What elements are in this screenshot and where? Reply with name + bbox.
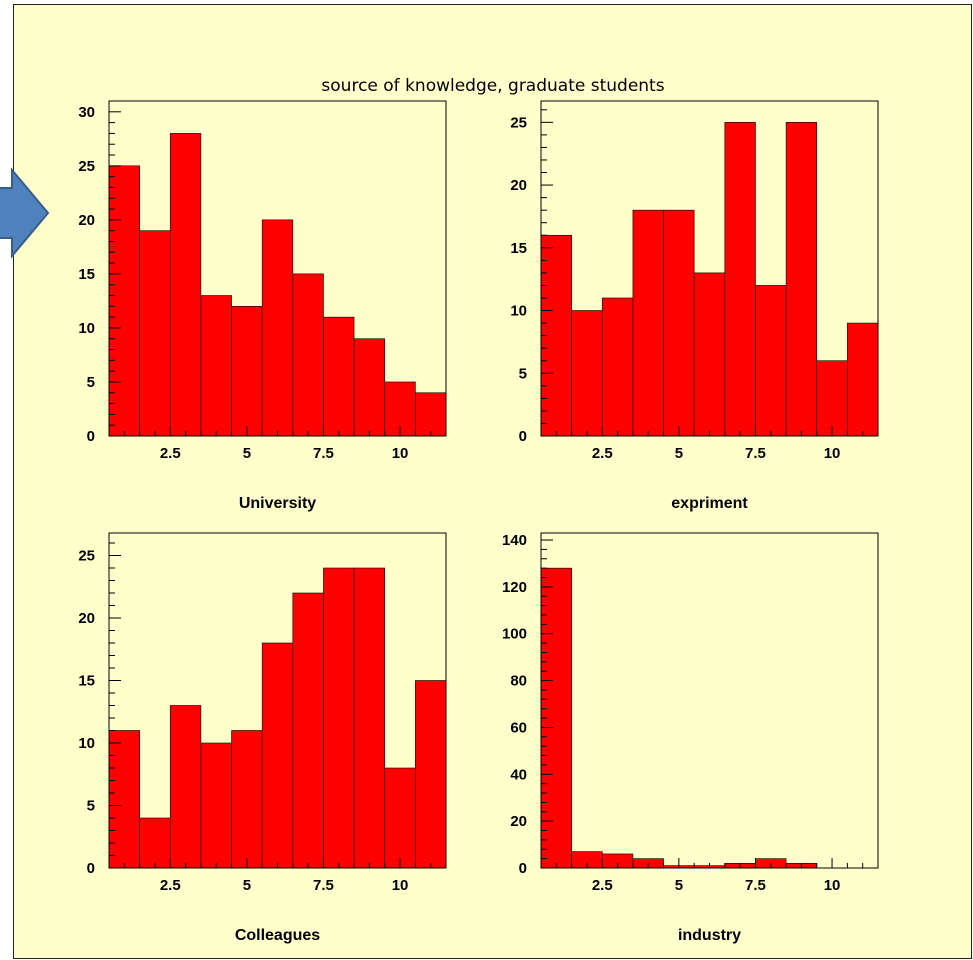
y-tick-label: 15	[78, 673, 95, 690]
x-tick-label: 2.5	[592, 445, 613, 462]
x-tick-label: 7.5	[313, 877, 334, 894]
histogram-bar	[601, 297, 634, 437]
histogram-bar	[108, 165, 140, 437]
histogram-bar	[415, 680, 447, 869]
histogram-bar	[785, 122, 818, 437]
y-tick-label: 20	[78, 212, 95, 229]
y-tick-label: 20	[78, 610, 95, 627]
histogram-bar	[693, 272, 726, 437]
y-tick-label: 80	[510, 673, 527, 690]
x-tick-label: 10	[824, 445, 841, 462]
y-tick-label: 5	[87, 798, 95, 815]
histogram-bar	[384, 767, 416, 869]
figure-title: source of knowledge, graduate students	[321, 76, 664, 96]
x-tick-label: 7.5	[313, 445, 334, 462]
y-tick-label: 0	[519, 428, 527, 445]
histogram-bar	[169, 133, 202, 437]
y-tick-label: 5	[519, 365, 527, 382]
x-tick-label: 2.5	[592, 877, 613, 894]
histogram-panel: 2.5 5 7.5 10 0 5 10 15 20 25 Colleagues	[78, 532, 447, 944]
panel-frame	[540, 532, 879, 869]
x-tick-label: 5	[675, 445, 683, 462]
x-axis-title: University	[239, 495, 316, 512]
histogram-bar	[415, 392, 447, 437]
histogram-bar	[663, 209, 695, 437]
y-tick-label: 100	[502, 626, 527, 643]
x-axis-title: expriment	[671, 495, 748, 512]
right-arrow-icon	[0, 167, 50, 259]
y-tick-label: 15	[510, 240, 527, 257]
x-tick-label: 10	[392, 877, 409, 894]
x-tick-label: 5	[243, 445, 251, 462]
histogram-bar	[261, 642, 294, 869]
x-tick-label: 7.5	[745, 877, 766, 894]
y-tick-label: 20	[510, 177, 527, 194]
x-tick-label: 2.5	[160, 445, 181, 462]
x-axis-title: industry	[678, 927, 741, 944]
y-tick-label: 10	[78, 735, 95, 752]
y-tick-label: 10	[78, 320, 95, 337]
histogram-bar	[632, 209, 664, 437]
x-tick-label: 10	[392, 445, 409, 462]
y-tick-label: 60	[510, 719, 527, 736]
histogram-bar	[261, 219, 294, 437]
y-tick-label: 0	[519, 860, 527, 877]
y-tick-label: 140	[502, 532, 527, 549]
y-tick-label: 0	[87, 860, 95, 877]
histogram-bar	[200, 295, 232, 437]
histogram-bar	[847, 322, 879, 437]
y-tick-label: 40	[510, 766, 527, 783]
histogram-bar	[816, 360, 848, 437]
histogram-bar	[139, 230, 171, 437]
histogram-bar	[108, 730, 140, 869]
x-tick-label: 7.5	[745, 445, 766, 462]
y-tick-label: 5	[87, 374, 95, 391]
y-tick-label: 120	[502, 579, 527, 596]
histogram-bar	[353, 338, 386, 437]
histogram-bar	[231, 306, 263, 437]
histogram-bar	[755, 285, 787, 437]
x-tick-label: 2.5	[160, 877, 181, 894]
histogram-bar	[292, 592, 324, 869]
histogram-panel: 2.5 5 7.5 10 0 5 10 15 20 25 expriment	[510, 100, 879, 512]
y-tick-label: 25	[510, 114, 527, 131]
y-tick-label: 20	[510, 813, 527, 830]
histogram-bar	[292, 273, 324, 437]
histogram-bar	[724, 122, 756, 437]
x-tick-label: 10	[824, 877, 841, 894]
y-tick-label: 10	[510, 303, 527, 320]
histogram-bar	[323, 316, 355, 437]
histogram-bar	[169, 705, 202, 869]
histogram-bar	[353, 567, 386, 869]
histogram-bar	[200, 742, 232, 869]
y-tick-label: 0	[87, 428, 95, 445]
histogram-panel: 2.5 5 7.5 10 0 5 10 15 20 25 30 University	[78, 100, 447, 512]
x-tick-label: 5	[675, 877, 683, 894]
y-tick-label: 30	[78, 104, 95, 121]
y-tick-label: 15	[78, 266, 95, 283]
histogram-bar	[323, 567, 355, 869]
histogram-bar	[571, 310, 603, 437]
x-axis-title: Colleagues	[235, 927, 320, 944]
x-tick-label: 5	[243, 877, 251, 894]
y-tick-label: 25	[78, 158, 95, 175]
y-tick-label: 25	[78, 548, 95, 565]
histogram-bar	[139, 817, 171, 869]
histogram-bar	[231, 730, 263, 869]
